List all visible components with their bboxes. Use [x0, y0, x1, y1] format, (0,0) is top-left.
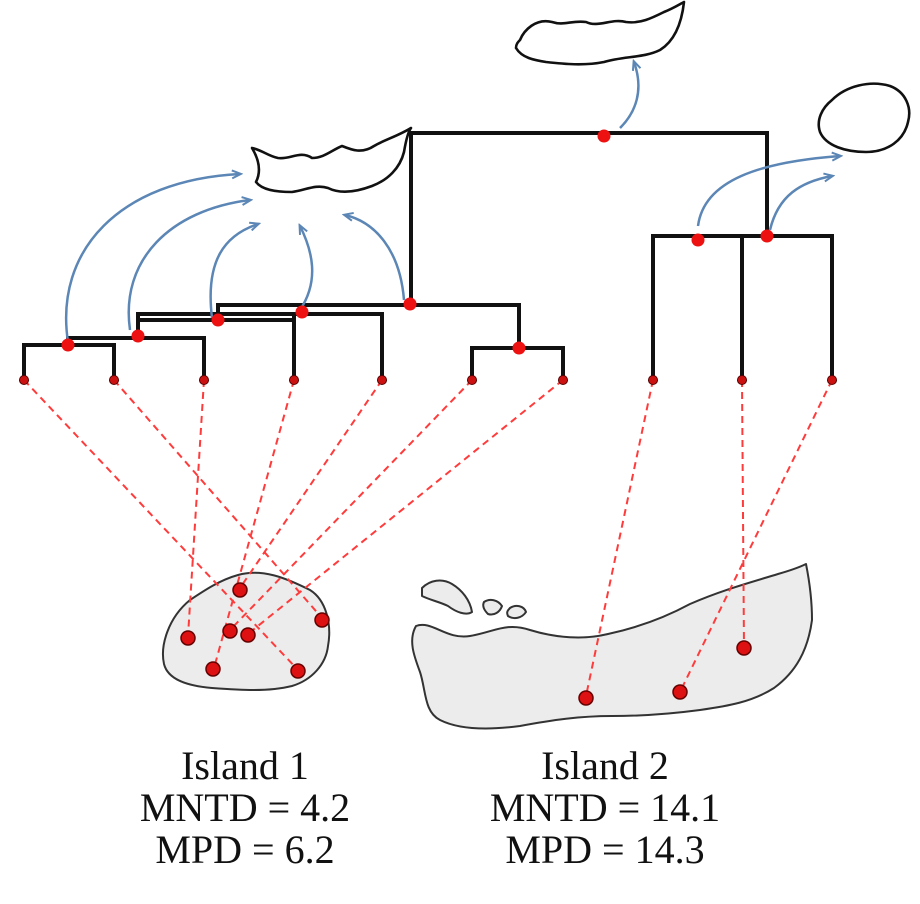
source-area-right — [817, 82, 911, 154]
colonization-arrow — [127, 200, 250, 331]
colonization-arrows — [65, 62, 840, 343]
species-link — [213, 379, 295, 669]
species-link — [679, 379, 833, 693]
island-2-locality — [736, 640, 752, 656]
island-maps — [162, 563, 813, 730]
island-1-mntd: MNTD = 4.2 — [139, 785, 351, 830]
colonization-arrow — [768, 176, 832, 231]
colonization-arrow — [209, 224, 258, 319]
island-2-locality — [578, 690, 594, 706]
colonization-arrow — [300, 226, 314, 311]
island-1-mpd: MPD = 6.2 — [155, 827, 335, 872]
colonization-arrow — [619, 62, 638, 129]
tip-marker — [737, 375, 747, 385]
phylogenetic-tree — [22, 131, 834, 380]
node-marker — [691, 233, 705, 247]
island-2-islet — [506, 604, 527, 620]
colonization-arrow — [696, 156, 840, 227]
island-1-locality — [205, 661, 221, 677]
island-1-locality — [240, 627, 256, 643]
island-1-locality — [232, 582, 248, 598]
island-2-map — [411, 563, 813, 730]
species-link — [247, 379, 564, 635]
colonization-arrow — [345, 215, 406, 301]
island-1-locality — [222, 623, 238, 639]
species-link — [585, 379, 654, 697]
island-1-label: Island 1 MNTD = 4.2 MPD = 6.2 — [130, 745, 360, 871]
species-link — [741, 379, 745, 649]
tip-marker — [19, 375, 29, 385]
island-1-name: Island 1 — [181, 743, 309, 788]
locality-markers — [180, 582, 752, 706]
node-marker — [760, 229, 774, 243]
tree-tips — [19, 375, 837, 385]
source-area-top — [514, 0, 686, 66]
species-link — [187, 379, 205, 637]
island-2-mpd: MPD = 14.3 — [505, 827, 705, 872]
island-2-islet — [482, 598, 503, 616]
node-marker — [512, 341, 526, 355]
node-marker — [403, 297, 417, 311]
node-marker — [597, 129, 611, 143]
island-2-mntd: MNTD = 14.1 — [489, 785, 721, 830]
species-link — [23, 379, 299, 671]
island-2-islet — [421, 579, 473, 615]
source-area-outlines — [250, 0, 911, 194]
tree-nodes — [61, 129, 774, 355]
island-2-label: Island 2 MNTD = 14.1 MPD = 14.3 — [480, 745, 730, 871]
node-marker — [131, 329, 145, 343]
colonization-arrow — [65, 174, 240, 343]
tip-marker — [467, 375, 477, 385]
source-area-left — [250, 126, 413, 194]
node-marker — [61, 338, 75, 352]
tip-marker — [199, 375, 209, 385]
island-1-locality — [290, 663, 306, 679]
tip-marker — [109, 375, 119, 385]
island-1-locality — [180, 630, 196, 646]
tip-marker — [648, 375, 658, 385]
tip-marker — [558, 375, 568, 385]
species-locality-links — [23, 379, 833, 697]
node-marker — [295, 305, 309, 319]
island-1-locality — [314, 612, 330, 628]
tip-marker — [377, 375, 387, 385]
species-link — [113, 379, 323, 619]
island-2-name: Island 2 — [541, 743, 669, 788]
tip-marker — [827, 375, 837, 385]
node-marker — [211, 313, 225, 327]
island-2-locality — [672, 684, 688, 700]
tip-marker — [289, 375, 299, 385]
species-link — [239, 379, 383, 589]
species-link — [229, 379, 473, 631]
